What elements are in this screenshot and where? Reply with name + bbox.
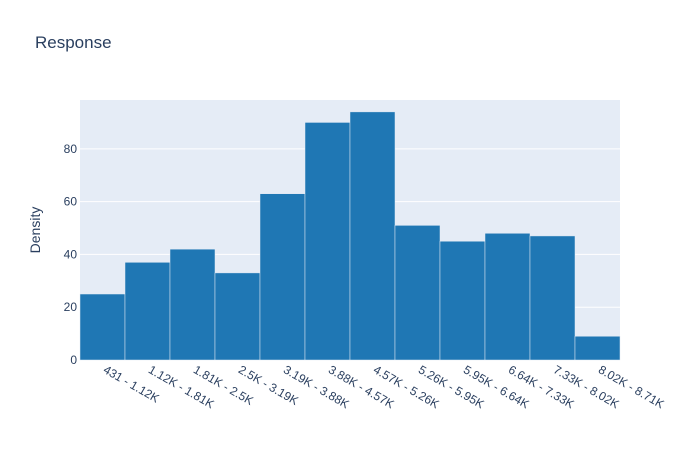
chart-title: Response	[35, 33, 112, 52]
y-tick-label: 60	[64, 195, 78, 209]
y-axis-title: Density	[27, 207, 43, 254]
bar	[79, 293, 126, 361]
y-tick-label: 40	[64, 247, 78, 261]
y-tick-label: 0	[70, 353, 77, 367]
y-tick-label: 20	[64, 300, 78, 314]
bar	[394, 225, 441, 361]
bar	[349, 111, 396, 361]
y-tick-labels: 0 20 40 60 80	[64, 142, 78, 367]
bar	[439, 240, 486, 361]
bar	[259, 193, 306, 361]
bar	[529, 235, 576, 361]
bar	[574, 335, 621, 361]
bar	[214, 272, 261, 361]
bar	[124, 262, 171, 361]
bar	[484, 233, 531, 361]
bar	[304, 122, 351, 361]
y-tick-label: 80	[64, 142, 78, 156]
bars	[79, 111, 621, 361]
bar	[169, 248, 216, 361]
